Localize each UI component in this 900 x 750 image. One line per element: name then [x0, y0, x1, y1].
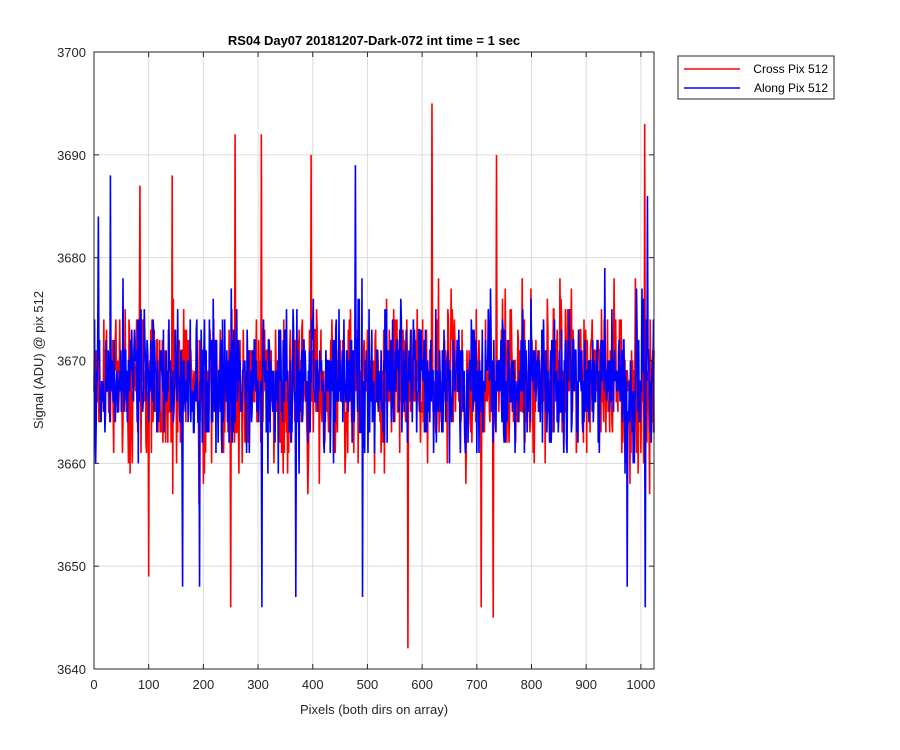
y-tick-label: 3670 — [57, 354, 86, 369]
x-axis-label: Pixels (both dirs on array) — [300, 702, 448, 717]
y-tick-label: 3660 — [57, 456, 86, 471]
legend: Cross Pix 512 Along Pix 512 — [677, 55, 835, 100]
axes — [93, 51, 655, 670]
x-tick-label: 200 — [193, 677, 215, 692]
x-tick-label: 100 — [138, 677, 160, 692]
y-tick-label: 3700 — [57, 45, 86, 60]
y-tick-label: 3690 — [57, 148, 86, 163]
x-tick-label: 800 — [521, 677, 543, 692]
x-tick-label: 300 — [247, 677, 269, 692]
x-tick-label: 1000 — [626, 677, 655, 692]
legend-label-cross: Cross Pix 512 — [753, 62, 828, 76]
x-tick-label: 600 — [411, 677, 433, 692]
legend-box — [677, 55, 835, 100]
series-lines — [93, 103, 655, 649]
x-tick-label: 400 — [302, 677, 324, 692]
y-tick-label: 3680 — [57, 251, 86, 266]
chart-title: RS04 Day07 20181207-Dark-072 int time = … — [228, 33, 520, 48]
x-tick-label: 700 — [466, 677, 488, 692]
x-tick-label: 500 — [357, 677, 379, 692]
series-line-along-pix — [93, 165, 655, 608]
y-tick-label: 3640 — [57, 662, 86, 677]
x-tick-label: 0 — [90, 677, 97, 692]
tick-labels: 0 100 200 300 400 500 600 700 800 900 1000 3640 3650… — [57, 45, 655, 692]
legend-label-along: Along Pix 512 — [754, 81, 828, 95]
y-tick-label: 3650 — [57, 559, 86, 574]
x-tick-label: 900 — [575, 677, 597, 692]
y-axis-label: Signal (ADU) @ pix 512 — [31, 291, 46, 429]
